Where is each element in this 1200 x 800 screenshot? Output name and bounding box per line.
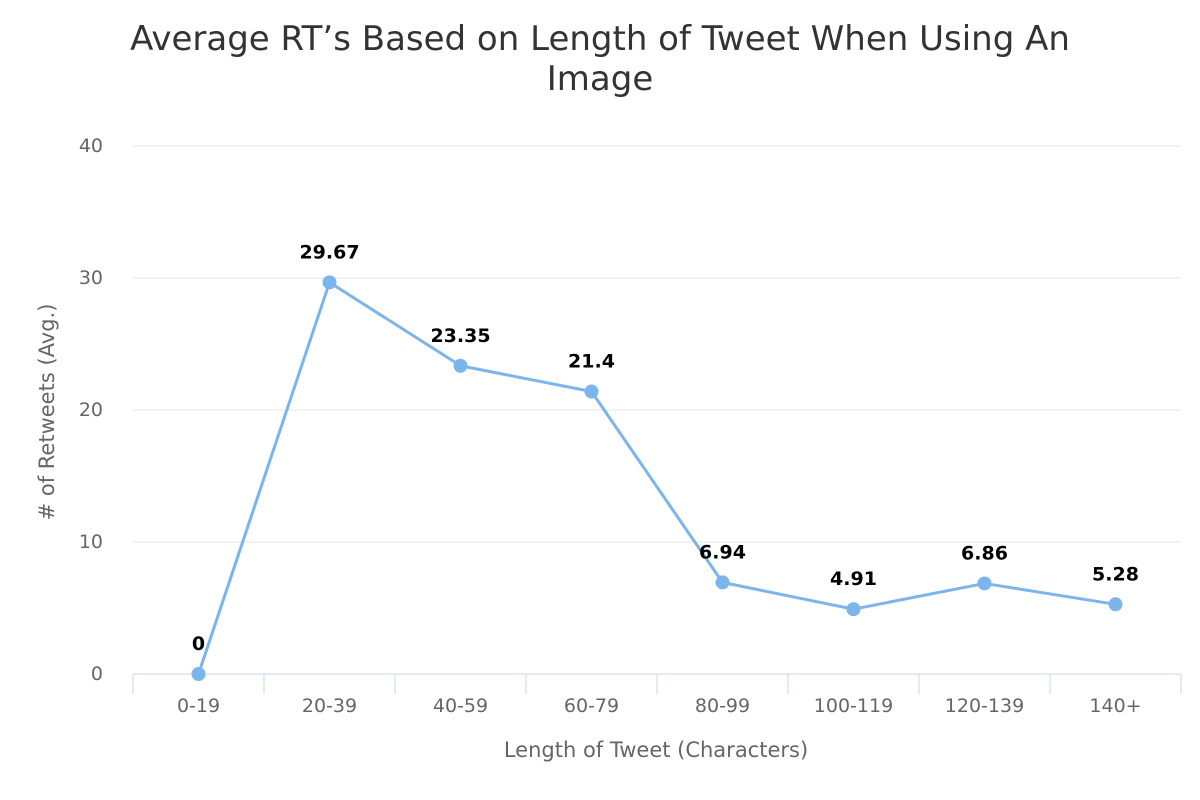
x-tick-label-20-39: 20-39 — [302, 695, 357, 717]
data-point-120-139 — [977, 576, 992, 591]
x-axis-tick-labels: 0-19 20-39 40-59 60-79 80-99 100-119 120-139 14… — [177, 695, 1142, 717]
chart-title-line-1: Average RT’s Based on Length of Tweet Wh… — [130, 19, 1070, 59]
data-point-0-19 — [191, 667, 206, 681]
data-label-140+: 5.28 — [1092, 563, 1139, 585]
x-tick-label-0-19: 0-19 — [177, 695, 220, 717]
data-label-0-19: 0 — [192, 633, 205, 655]
y-axis-tick-labels: 0 10 20 30 40 — [79, 135, 103, 685]
gridlines — [133, 145, 1181, 543]
chart-title-line-2: Image — [547, 59, 653, 99]
y-tick-label-20: 20 — [79, 399, 103, 421]
data-point-100-119 — [846, 602, 861, 617]
y-tick-label-10: 10 — [79, 531, 103, 553]
x-tick-label-100-119: 100-119 — [814, 695, 893, 717]
data-point-140+ — [1108, 597, 1123, 612]
x-tick-label-40-59: 40-59 — [433, 695, 488, 717]
data-point-20-39 — [322, 275, 337, 290]
chart-title: Average RT’s Based on Length of Tweet Wh… — [130, 19, 1070, 99]
data-label-20-39: 29.67 — [299, 241, 359, 263]
data-label-60-79: 21.4 — [568, 351, 615, 373]
data-point-80-99 — [715, 575, 730, 590]
data-point-40-59 — [453, 358, 468, 373]
x-tick-label-80-99: 80-99 — [695, 695, 750, 717]
y-tick-label-30: 30 — [79, 267, 103, 289]
series-line-group — [191, 275, 1123, 681]
x-axis — [132, 673, 1182, 694]
data-label-80-99: 6.94 — [699, 541, 746, 563]
series-line — [197, 280, 1117, 676]
y-tick-label-0: 0 — [91, 663, 103, 685]
y-axis-title: # of Retweets (Avg.) — [35, 304, 59, 521]
x-axis-title: Length of Tweet (Characters) — [504, 738, 808, 762]
x-tick-label-140+: 140+ — [1089, 695, 1141, 717]
data-label-100-119: 4.91 — [830, 568, 877, 590]
x-tick-label-120-139: 120-139 — [945, 695, 1024, 717]
data-labels: 0 29.67 23.35 21.4 6.94 4.91 6.86 5.28 — [192, 241, 1139, 655]
data-label-120-139: 6.86 — [961, 542, 1008, 564]
y-tick-label-40: 40 — [79, 135, 103, 157]
data-label-40-59: 23.35 — [430, 325, 490, 347]
data-point-60-79 — [584, 384, 599, 399]
x-tick-label-60-79: 60-79 — [564, 695, 619, 717]
